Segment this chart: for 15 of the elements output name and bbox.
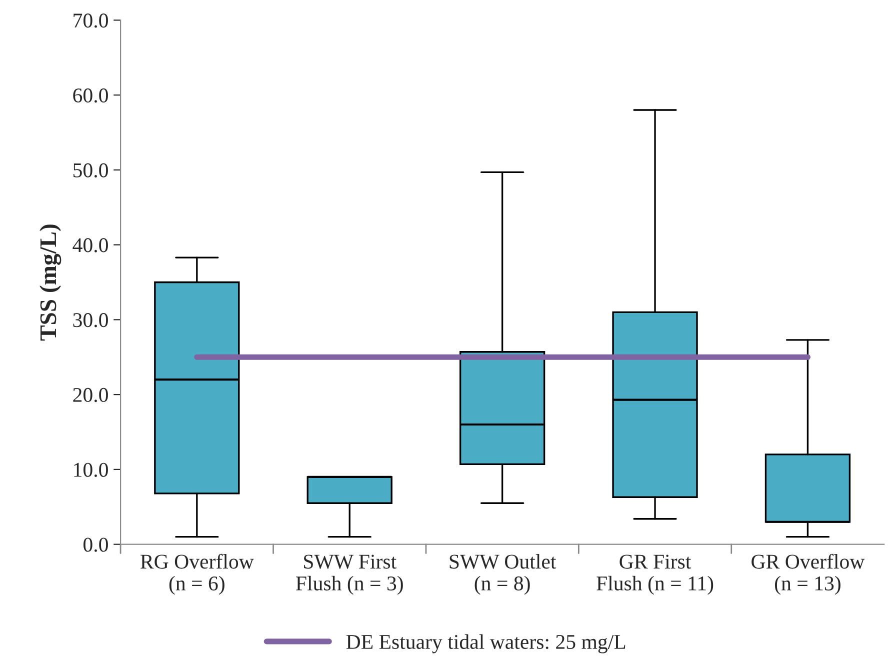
x-tick-label: RG Overflow (n = 6) [140,554,254,595]
y-axis-title: TSS (mg/L) [40,224,62,341]
y-tick-label: 60.0 [73,88,108,103]
y-tick-label: 70.0 [74,14,108,28]
y-tick-label: 0.0 [84,538,108,552]
x-tick-label: GR First Flush (n = 11) [596,554,714,595]
y-tick-label: 30.0 [73,313,108,328]
y-tick-label: 50.0 [74,163,108,178]
x-tick-label: GR Overflow (n = 13) [752,554,865,595]
x-tick-label: SWW Outlet (n = 8) [450,554,556,595]
legend-label: DE Estuary tidal waters: 25 mg/L [346,634,626,654]
x-tick-label: SWW First Flush (n = 3) [296,554,403,595]
y-tick-label: 10.0 [74,462,108,477]
y-tick-label: 20.0 [73,388,108,402]
y-tick-label: 40.0 [72,238,108,252]
